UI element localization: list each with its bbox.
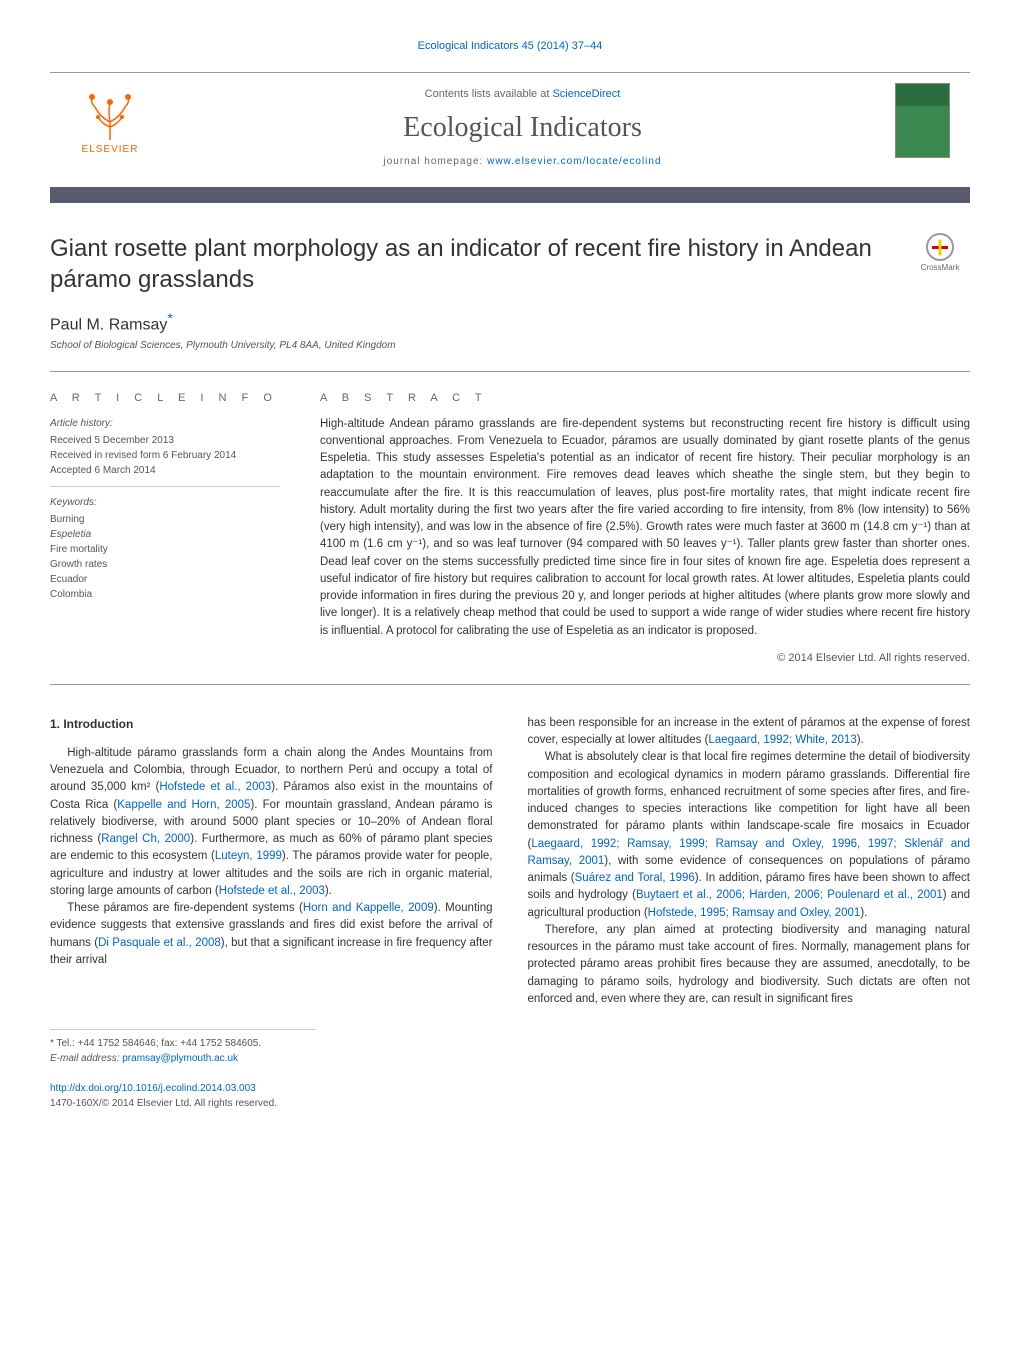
keywords-heading: Keywords: — [50, 495, 280, 510]
journal-reference: Ecological Indicators 45 (2014) 37–44 — [50, 40, 970, 52]
elsevier-tree-icon — [80, 92, 140, 142]
homepage-link[interactable]: www.elsevier.com/locate/ecolind — [487, 156, 661, 167]
paragraph: High-altitude páramo grasslands form a c… — [50, 745, 493, 900]
doi-block: http://dx.doi.org/10.1016/j.ecolind.2014… — [50, 1081, 493, 1111]
citation-link[interactable]: Rangel Ch, 2000 — [101, 833, 190, 845]
copyright-line: © 2014 Elsevier Ltd. All rights reserved… — [320, 652, 970, 664]
elsevier-logo: ELSEVIER — [70, 83, 150, 163]
keyword: Espeletia — [50, 527, 280, 542]
abstract-column: A B S T R A C T High-altitude Andean pár… — [320, 392, 970, 664]
history-accepted: Accepted 6 March 2014 — [50, 463, 280, 478]
crossmark-label: CrossMark — [921, 263, 960, 272]
citation-link[interactable]: Hofstede et al., 2003 — [159, 781, 271, 793]
paragraph: What is absolutely clear is that local f… — [528, 749, 971, 922]
citation-link[interactable]: Buytaert et al., 2006; Harden, 2006; Pou… — [636, 889, 943, 901]
citation-link[interactable]: Horn and Kappelle, 2009 — [303, 902, 434, 914]
author-name: Paul M. Ramsay — [50, 317, 167, 334]
homepage-line: journal homepage: www.elsevier.com/locat… — [150, 156, 895, 167]
crossmark-badge[interactable]: CrossMark — [910, 233, 970, 273]
paragraph: These páramos are fire-dependent systems… — [50, 900, 493, 969]
citation-link[interactable]: Suárez and Toral, 1996 — [575, 872, 695, 884]
citation-link[interactable]: Hofstede, 1995; Ramsay and Oxley, 2001 — [648, 907, 861, 919]
article-history-block: Article history: Received 5 December 201… — [50, 416, 280, 602]
citation-link[interactable]: Kappelle and Horn, 2005 — [117, 799, 250, 811]
author-marker: * — [167, 310, 172, 326]
citation-link[interactable]: Luteyn, 1999 — [215, 850, 282, 862]
footnote-tel: * Tel.: +44 1752 584646; fax: +44 1752 5… — [50, 1036, 316, 1051]
keyword: Colombia — [50, 587, 280, 602]
doi-link[interactable]: http://dx.doi.org/10.1016/j.ecolind.2014… — [50, 1083, 256, 1094]
section-heading: 1. Introduction — [50, 715, 493, 733]
sciencedirect-link[interactable]: ScienceDirect — [552, 88, 620, 100]
keyword: Ecuador — [50, 572, 280, 587]
email-link[interactable]: pramsay@plymouth.ac.uk — [122, 1053, 238, 1064]
paragraph: has been responsible for an increase in … — [528, 715, 971, 750]
citation-link[interactable]: Di Pasquale et al., 2008 — [98, 937, 221, 949]
history-heading: Article history: — [50, 416, 280, 431]
keyword: Fire mortality — [50, 542, 280, 557]
author-line: Paul M. Ramsay* — [50, 310, 970, 334]
divider — [50, 684, 970, 685]
footnote-block: * Tel.: +44 1752 584646; fax: +44 1752 5… — [50, 1029, 316, 1066]
keyword: Growth rates — [50, 557, 280, 572]
journal-cover-thumbnail — [895, 83, 950, 158]
title-bar — [50, 187, 970, 203]
article-title: Giant rosette plant morphology as an ind… — [50, 233, 890, 295]
column-left: 1. Introduction High-altitude páramo gra… — [50, 715, 493, 1111]
journal-title: Ecological Indicators — [150, 112, 895, 144]
article-info-column: A R T I C L E I N F O Article history: R… — [50, 392, 280, 664]
homepage-prefix: journal homepage: — [383, 156, 487, 167]
crossmark-icon — [926, 233, 954, 261]
journal-header: ELSEVIER Contents lists available at Sci… — [50, 72, 970, 203]
issn-line: 1470-160X/© 2014 Elsevier Ltd. All right… — [50, 1096, 493, 1111]
paragraph: Therefore, any plan aimed at protecting … — [528, 922, 971, 1008]
divider — [50, 371, 970, 372]
contents-line: Contents lists available at ScienceDirec… — [150, 88, 895, 100]
citation-link[interactable]: Hofstede et al., 2003 — [219, 885, 325, 897]
article-info-heading: A R T I C L E I N F O — [50, 392, 280, 404]
abstract-text: High-altitude Andean páramo grasslands a… — [320, 416, 970, 640]
column-right: has been responsible for an increase in … — [528, 715, 971, 1111]
keyword: Burning — [50, 512, 280, 527]
body-columns: 1. Introduction High-altitude páramo gra… — [50, 715, 970, 1111]
history-received: Received 5 December 2013 — [50, 433, 280, 448]
elsevier-label: ELSEVIER — [82, 144, 139, 155]
abstract-heading: A B S T R A C T — [320, 392, 970, 404]
history-revised: Received in revised form 6 February 2014 — [50, 448, 280, 463]
affiliation: School of Biological Sciences, Plymouth … — [50, 340, 970, 351]
footnote-email-line: E-mail address: pramsay@plymouth.ac.uk — [50, 1051, 316, 1066]
citation-link[interactable]: Laegaard, 1992; White, 2013 — [708, 734, 856, 746]
contents-prefix: Contents lists available at — [425, 88, 553, 100]
